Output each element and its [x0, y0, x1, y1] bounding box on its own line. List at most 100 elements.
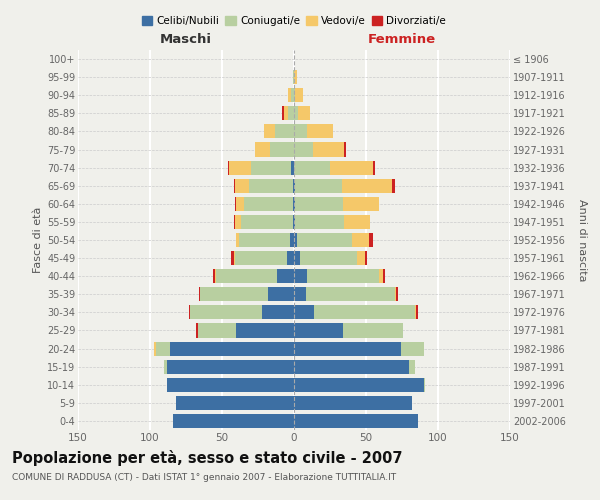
- Bar: [392, 178, 395, 193]
- Bar: [228, 160, 229, 174]
- Bar: [156, 342, 170, 355]
- Bar: [409, 360, 415, 374]
- Bar: [305, 287, 395, 302]
- Text: COMUNE DI RADDUSA (CT) - Dati ISTAT 1° gennaio 2007 - Elaborazione TUTTITALIA.IT: COMUNE DI RADDUSA (CT) - Dati ISTAT 1° g…: [12, 472, 396, 482]
- Bar: [294, 88, 295, 102]
- Bar: [294, 106, 298, 120]
- Bar: [167, 360, 294, 374]
- Bar: [294, 342, 401, 355]
- Bar: [307, 269, 379, 283]
- Bar: [239, 233, 290, 247]
- Bar: [290, 233, 294, 247]
- Bar: [293, 70, 294, 84]
- Bar: [383, 269, 385, 283]
- Bar: [293, 197, 294, 211]
- Bar: [236, 233, 239, 247]
- Bar: [275, 124, 294, 138]
- Bar: [250, 178, 293, 193]
- Bar: [269, 142, 294, 156]
- Bar: [294, 233, 297, 247]
- Bar: [295, 197, 343, 211]
- Bar: [197, 324, 236, 338]
- Bar: [293, 215, 294, 229]
- Bar: [176, 396, 294, 410]
- Bar: [424, 378, 425, 392]
- Text: Femmine: Femmine: [368, 34, 436, 46]
- Bar: [199, 287, 200, 302]
- Bar: [154, 342, 156, 355]
- Bar: [283, 106, 284, 120]
- Bar: [294, 215, 295, 229]
- Bar: [196, 324, 197, 338]
- Bar: [284, 106, 288, 120]
- Bar: [236, 197, 244, 211]
- Bar: [244, 197, 293, 211]
- Bar: [365, 251, 367, 265]
- Bar: [294, 70, 297, 84]
- Bar: [294, 287, 305, 302]
- Y-axis label: Fasce di età: Fasce di età: [32, 207, 43, 273]
- Bar: [294, 124, 307, 138]
- Bar: [294, 178, 295, 193]
- Bar: [294, 160, 330, 174]
- Bar: [236, 324, 294, 338]
- Bar: [173, 414, 294, 428]
- Bar: [396, 287, 398, 302]
- Bar: [235, 215, 241, 229]
- Text: Maschi: Maschi: [160, 34, 212, 46]
- Bar: [343, 324, 403, 338]
- Bar: [264, 124, 275, 138]
- Bar: [235, 197, 236, 211]
- Bar: [294, 197, 295, 211]
- Bar: [295, 88, 302, 102]
- Bar: [395, 287, 396, 302]
- Bar: [251, 160, 291, 174]
- Bar: [358, 251, 365, 265]
- Bar: [294, 251, 300, 265]
- Bar: [401, 342, 424, 355]
- Bar: [344, 215, 370, 229]
- Bar: [294, 269, 307, 283]
- Bar: [268, 287, 294, 302]
- Bar: [164, 360, 167, 374]
- Bar: [229, 160, 251, 174]
- Bar: [330, 160, 373, 174]
- Bar: [230, 251, 233, 265]
- Bar: [341, 178, 392, 193]
- Bar: [373, 160, 374, 174]
- Bar: [262, 306, 294, 320]
- Bar: [352, 233, 369, 247]
- Bar: [369, 233, 373, 247]
- Bar: [294, 324, 343, 338]
- Bar: [294, 306, 314, 320]
- Bar: [343, 197, 379, 211]
- Bar: [288, 88, 291, 102]
- Bar: [415, 306, 416, 320]
- Bar: [215, 269, 216, 283]
- Y-axis label: Anni di nascita: Anni di nascita: [577, 198, 587, 281]
- Bar: [291, 160, 294, 174]
- Bar: [190, 306, 262, 320]
- Bar: [300, 251, 358, 265]
- Bar: [313, 142, 344, 156]
- Legend: Celibi/Nubili, Coniugati/e, Vedovi/e, Divorziati/e: Celibi/Nubili, Coniugati/e, Vedovi/e, Di…: [137, 12, 451, 30]
- Bar: [189, 306, 190, 320]
- Bar: [277, 269, 294, 283]
- Bar: [214, 269, 215, 283]
- Bar: [291, 88, 294, 102]
- Bar: [307, 124, 333, 138]
- Bar: [344, 142, 346, 156]
- Bar: [294, 360, 409, 374]
- Bar: [235, 251, 287, 265]
- Bar: [297, 233, 352, 247]
- Bar: [216, 269, 277, 283]
- Bar: [200, 287, 268, 302]
- Bar: [379, 269, 383, 283]
- Bar: [233, 215, 235, 229]
- Text: Popolazione per età, sesso e stato civile - 2007: Popolazione per età, sesso e stato civil…: [12, 450, 403, 466]
- Bar: [233, 178, 235, 193]
- Bar: [170, 342, 294, 355]
- Bar: [167, 378, 294, 392]
- Bar: [314, 306, 415, 320]
- Bar: [241, 215, 293, 229]
